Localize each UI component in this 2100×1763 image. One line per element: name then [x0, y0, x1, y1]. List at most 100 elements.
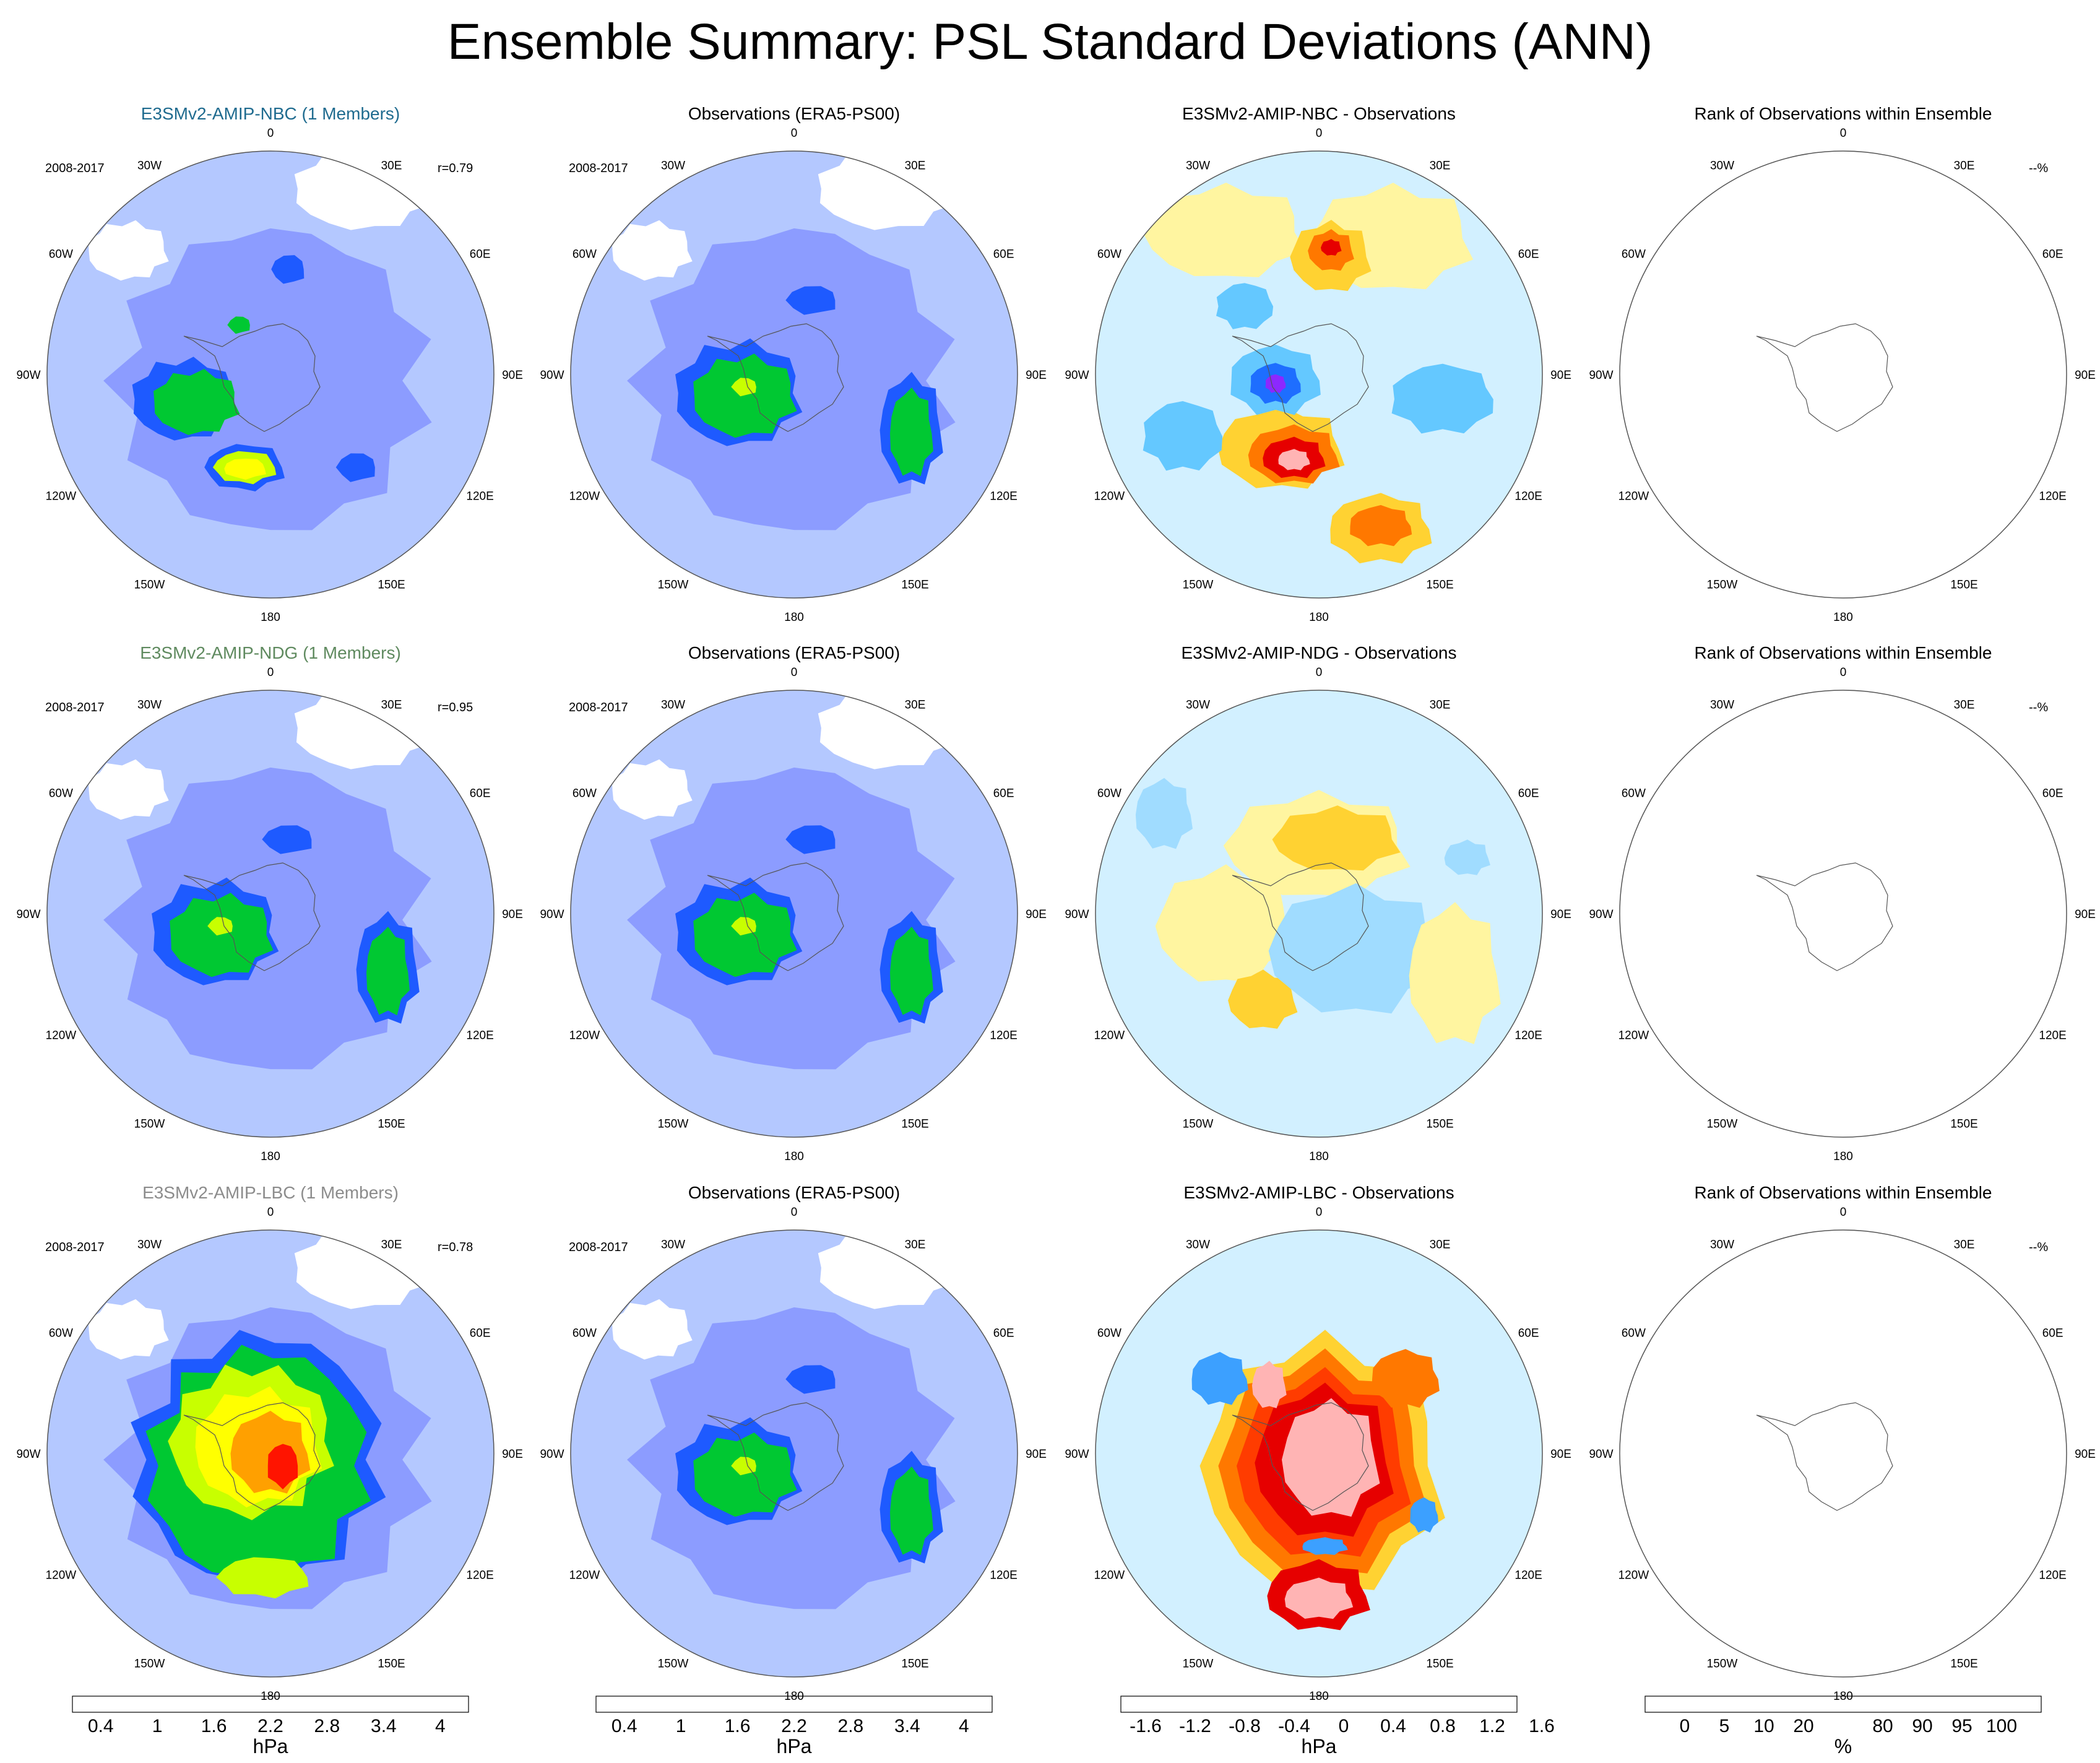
longitude-label: 150W [1183, 1118, 1214, 1131]
longitude-label: 60W [1097, 787, 1121, 800]
colorbar-tick-label: 2.2 [781, 1716, 807, 1736]
longitude-label: 150E [901, 579, 928, 592]
longitude-label: 60E [2042, 1327, 2063, 1340]
longitude-label: 150W [1707, 1658, 1738, 1671]
coastline [1756, 323, 1893, 432]
panel-title: E3SMv2-AMIP-NBC (1 Members) [140, 104, 400, 123]
map-boundary [570, 1229, 1018, 1678]
longitude-label: 30E [1954, 698, 1975, 711]
longitude-label: 30W [661, 1238, 685, 1251]
longitude-label: 90W [1065, 369, 1089, 382]
longitude-label: 60E [1518, 1327, 1539, 1340]
longitude-label: 120E [990, 1569, 1017, 1582]
panel-title: E3SMv2-AMIP-LBC (1 Members) [142, 1183, 399, 1202]
panel-title: E3SMv2-AMIP-NBC - Observations [1182, 104, 1456, 123]
panel-title: Rank of Observations within Ensemble [1694, 104, 1992, 123]
colorbar-tick-label: 5 [1719, 1716, 1730, 1736]
map-boundary [570, 150, 1018, 599]
longitude-label: 90W [540, 369, 564, 382]
longitude-label: 180 [1833, 1150, 1853, 1163]
longitude-label: 90W [540, 1448, 564, 1461]
colorbar-tick-label: 10 [1753, 1716, 1774, 1736]
longitude-label: 90W [16, 908, 40, 921]
longitude-label: 60W [1622, 1327, 1646, 1340]
longitude-label: 150W [658, 579, 689, 592]
colorbar-tick-label: 1.2 [1479, 1716, 1505, 1736]
longitude-label: 150W [658, 1658, 689, 1671]
longitude-label: 60W [49, 1327, 73, 1340]
longitude-label: 0 [1840, 666, 1847, 679]
colorbar-tick-label: 0.8 [1430, 1716, 1456, 1736]
colorbar-tick-label: 95 [1951, 1716, 1972, 1736]
colorbar-tick-label: -1.6 [1130, 1716, 1162, 1736]
period-label: 2008-2017 [569, 162, 628, 175]
map-boundary [1619, 1229, 2067, 1678]
longitude-label: 0 [791, 127, 798, 140]
longitude-label: 60E [470, 1327, 491, 1340]
longitude-label: 150W [1707, 579, 1738, 592]
longitude-label: 30E [1430, 159, 1451, 172]
colorbar-tick-label: 1.6 [201, 1716, 227, 1736]
coastline [707, 323, 844, 432]
colorbar-tick-label: 1.6 [1529, 1716, 1555, 1736]
panel-title: Observations (ERA5-PS00) [688, 1183, 901, 1202]
longitude-label: 120W [1618, 1029, 1649, 1042]
period-label: 2008-2017 [45, 701, 105, 714]
longitude-label: 90W [1589, 1448, 1613, 1461]
longitude-label: 90E [502, 369, 523, 382]
correlation-label: r=0.79 [438, 162, 473, 175]
longitude-label: 180 [261, 611, 280, 624]
coastline [183, 323, 321, 432]
longitude-label: 120W [569, 1569, 600, 1582]
longitude-label: 90W [1065, 1448, 1089, 1461]
longitude-label: 30E [905, 698, 926, 711]
colorbar-unit-label: hPa [777, 1735, 812, 1757]
coastline [707, 1402, 844, 1511]
longitude-label: 120E [1515, 1029, 1542, 1042]
longitude-label: 150E [378, 1118, 405, 1131]
coastline [183, 862, 321, 971]
longitude-label: 150W [134, 579, 165, 592]
longitude-label: 0 [267, 127, 274, 140]
longitude-label: 30E [1430, 1238, 1451, 1251]
longitude-label: 90E [2075, 908, 2096, 921]
longitude-label: 180 [261, 1150, 280, 1163]
map-boundary [46, 690, 495, 1138]
map-panel-r2c1: 0 30E 60E 90E 120E 150E 180 150W 120W 90W 60W 30W [16, 666, 522, 1163]
longitude-label: 120W [46, 1029, 77, 1042]
period-label: 2008-2017 [569, 701, 628, 714]
colorbar-tick-label: 2.8 [314, 1716, 340, 1736]
longitude-label: 150E [1950, 579, 1977, 592]
longitude-label: 120E [466, 1029, 493, 1042]
colorbar-tick-label: 1.6 [725, 1716, 751, 1736]
colorbar-tick-label: -1.2 [1179, 1716, 1211, 1736]
longitude-label: 90W [16, 1448, 40, 1461]
longitude-label: 90E [1026, 1448, 1047, 1461]
longitude-label: 30E [905, 159, 926, 172]
longitude-label: 120E [466, 1569, 493, 1582]
longitude-label: 150E [1950, 1658, 1977, 1671]
coastline [1756, 862, 1893, 971]
longitude-label: 120W [1094, 1569, 1125, 1582]
map-panel-r1c3: 0 30E 60E 90E 120E 150E 180 150W 120W 90W 60W 30W [1065, 127, 1571, 624]
map-boundary [1095, 1229, 1543, 1678]
longitude-label: 120W [1618, 490, 1649, 503]
coastline [1232, 323, 1369, 432]
longitude-label: 30W [1186, 159, 1210, 172]
longitude-label: 0 [1316, 666, 1323, 679]
longitude-label: 60E [993, 787, 1014, 800]
colorbar-tick-label: 0.4 [611, 1716, 637, 1736]
longitude-label: 30W [137, 1238, 162, 1251]
colorbar-tick-label: 0.4 [88, 1716, 114, 1736]
rank-percent-label: --% [2029, 701, 2049, 714]
panel-title: Rank of Observations within Ensemble [1694, 643, 1992, 662]
longitude-label: 90E [1026, 908, 1047, 921]
longitude-label: 90E [1550, 908, 1571, 921]
longitude-label: 90E [502, 1448, 523, 1461]
longitude-label: 60W [1622, 248, 1646, 261]
map-boundary [570, 690, 1018, 1138]
colorbar-tick-label: 80 [1872, 1716, 1893, 1736]
longitude-label: 120E [990, 490, 1017, 503]
